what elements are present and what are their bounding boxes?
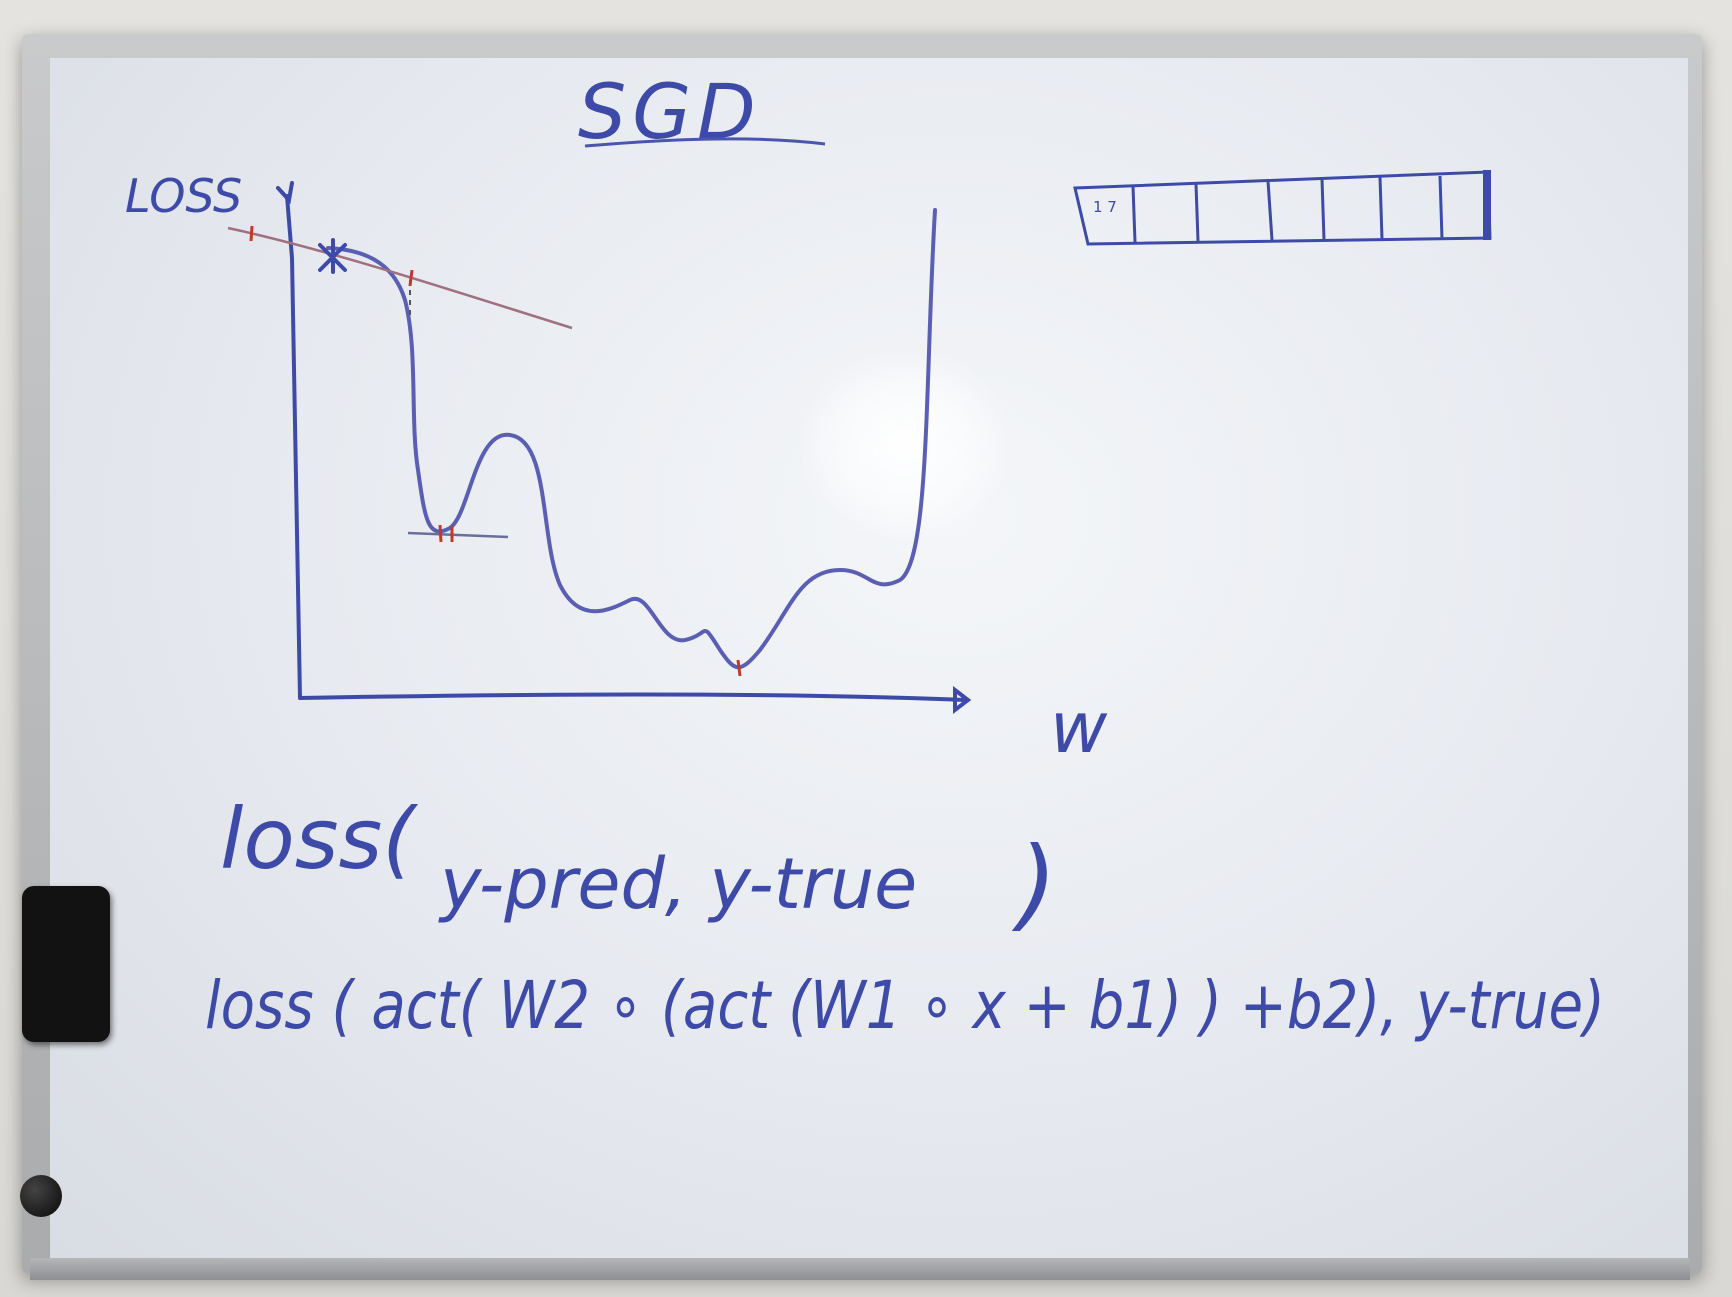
loss-curve	[326, 208, 937, 670]
loss-axis-label: LOSS	[125, 169, 242, 223]
batch-box-cell	[1194, 183, 1200, 242]
red-tick-mark	[249, 225, 254, 242]
y-axis-arrow-icon	[276, 181, 294, 205]
formula-2: loss ( act( W2 ∘ (act (W1 ∘ x + b1) ) +b…	[205, 967, 1605, 1044]
whiteboard-surface	[50, 58, 1688, 1263]
loss-plot-axes	[276, 181, 972, 715]
local-min-line	[407, 531, 509, 539]
light-glare	[800, 350, 1010, 540]
w-axis-label: w	[1050, 687, 1108, 769]
red-tick-mark	[736, 659, 742, 677]
marker-tray	[30, 1258, 1690, 1280]
red-step-marks	[249, 225, 742, 677]
title-text: SGD	[578, 67, 762, 156]
start-point-star-icon	[318, 238, 347, 274]
batch-box-cell	[1266, 180, 1274, 241]
y-axis	[285, 194, 302, 700]
batch-box	[1073, 170, 1492, 246]
formula-1-loss: loss(	[220, 790, 418, 888]
title-underline	[584, 137, 826, 148]
board-eraser[interactable]	[22, 886, 110, 1042]
x-axis-arrow-icon	[953, 685, 972, 715]
formula-1-args: y-pred, y-true	[438, 843, 917, 925]
batch-box-cell	[1378, 176, 1384, 240]
tangent-line	[227, 226, 573, 330]
batch-box-first-cell-marks: 1 7	[1093, 198, 1117, 216]
batch-box-cell	[1438, 175, 1444, 240]
red-tick-mark	[438, 524, 443, 543]
red-tick-mark	[408, 269, 414, 287]
batch-box-filled-end	[1483, 170, 1491, 240]
x-axis	[298, 692, 967, 702]
formula-1-close-paren: )	[1011, 825, 1057, 942]
batch-box-cell	[1320, 178, 1326, 241]
batch-box-outline	[1073, 170, 1492, 246]
round-magnet	[20, 1175, 62, 1217]
batch-box-cell	[1131, 185, 1137, 243]
